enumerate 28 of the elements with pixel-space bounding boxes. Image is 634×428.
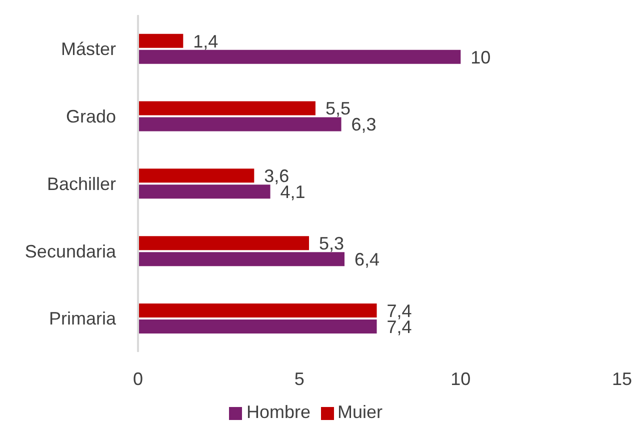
x-tick-label: 15 [612,368,632,389]
y-tick-label: Grado [66,106,116,126]
x-tick-label: 0 [132,368,144,389]
data-label: 6,3 [351,114,376,135]
legend-label: Hombre [246,402,310,422]
bar [138,252,345,266]
bar [138,303,377,318]
x-tick-label: 5 [294,368,304,389]
legend-label: Muier [338,402,383,422]
data-label: 5,3 [319,233,344,254]
data-label: 6,4 [354,249,380,270]
bar [138,319,377,334]
data-label: 7,4 [386,300,412,321]
bar [138,184,270,199]
data-label: 1,4 [193,31,218,52]
y-tick-label: Bachiller [46,174,116,194]
data-label: 5,5 [325,98,350,119]
bar [138,236,310,250]
bar [138,101,316,116]
x-tick-label: 10 [450,368,471,389]
data-label: 10 [470,47,491,68]
bar [138,34,184,48]
y-tick-label: Secundaria [24,241,117,262]
bar [138,50,461,64]
bar [138,117,342,132]
bar [138,168,254,183]
y-tick-label: Máster [60,39,116,60]
y-tick-label: Primaria [48,308,117,329]
